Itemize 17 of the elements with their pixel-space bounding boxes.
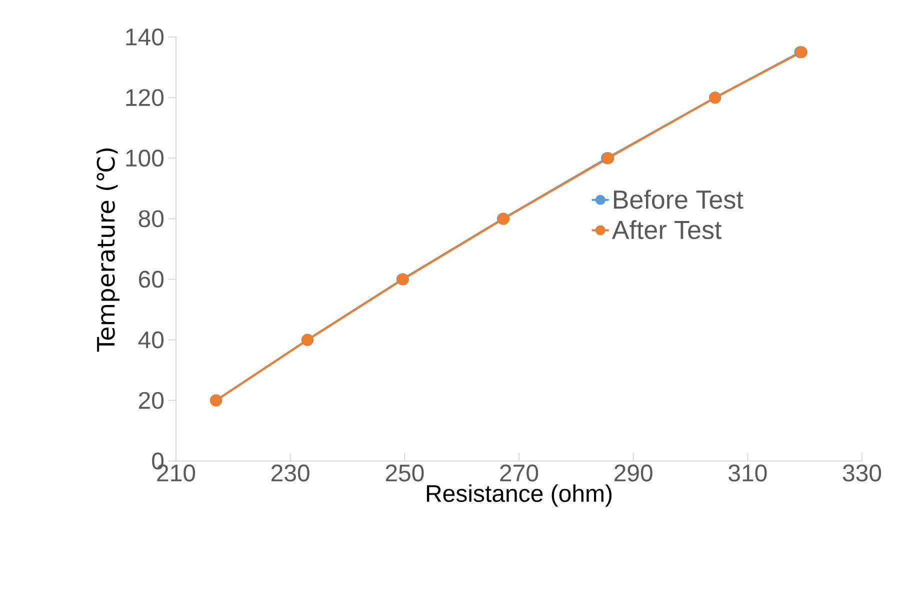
x-tick-label: 250 [386, 464, 424, 482]
legend-label: After Test [612, 220, 722, 240]
x-tick-label: 290 [614, 464, 652, 482]
x-axis-title: Resistance (ohm) [426, 484, 612, 507]
y-axis-title: Temperature (℃) [96, 148, 120, 352]
y-tick-label: 140 [126, 28, 164, 46]
x-tick-label: 270 [500, 464, 538, 482]
y-tick-label: 100 [126, 150, 164, 167]
x-tick-label: 310 [728, 464, 767, 482]
x-tick-label: 230 [272, 464, 310, 482]
y-tick-label: 80 [138, 210, 164, 228]
legend-label: Before Test [614, 190, 744, 209]
y-tick-label: 120 [126, 89, 164, 106]
y-tick-label: 60 [139, 270, 164, 288]
x-tick-label: 330 [842, 464, 882, 482]
y-tick-label: 20 [138, 392, 164, 409]
y-tick-label: 40 [138, 331, 164, 348]
